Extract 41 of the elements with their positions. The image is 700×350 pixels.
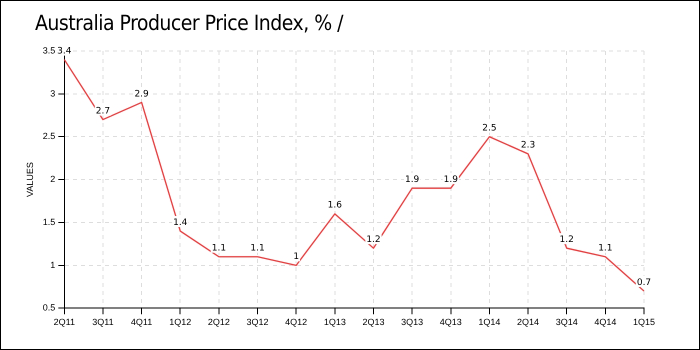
y-axis-title: VALUES bbox=[24, 162, 35, 198]
data-label: 2.9 bbox=[134, 89, 150, 100]
y-tick-label: 1 bbox=[50, 260, 56, 270]
data-label: 2.3 bbox=[520, 140, 536, 151]
x-tick-label: 3Q13 bbox=[401, 317, 424, 328]
x-tick-label: 4Q13 bbox=[440, 317, 462, 328]
data-label: 2.7 bbox=[96, 106, 110, 116]
x-tick-label: 1Q14 bbox=[478, 317, 500, 328]
x-tick-label: 3Q12 bbox=[246, 317, 269, 328]
x-tick-label: 1Q15 bbox=[632, 317, 656, 328]
data-label: 3.4 bbox=[57, 46, 72, 56]
x-tick-label: 4Q11 bbox=[130, 317, 152, 328]
x-tick-label: 1Q12 bbox=[169, 317, 192, 328]
data-label: 1.9 bbox=[404, 175, 420, 186]
data-label: 1 bbox=[293, 252, 300, 262]
data-label: 0.7 bbox=[636, 278, 652, 288]
x-tick-label: 4Q14 bbox=[594, 317, 616, 328]
data-label: 1.2 bbox=[366, 235, 381, 246]
x-tick-label: 2Q14 bbox=[517, 317, 540, 328]
data-label: 1.2 bbox=[560, 235, 574, 246]
y-tick-label: 2 bbox=[50, 174, 56, 184]
y-tick-label: 2.5 bbox=[42, 131, 56, 142]
x-tick-label: 3Q14 bbox=[556, 317, 578, 328]
x-tick-label: 4Q12 bbox=[285, 317, 308, 328]
chart-title: Australia Producer Price Index, % / bbox=[35, 11, 344, 35]
x-tick-label: 2Q11 bbox=[54, 317, 75, 328]
data-label: 1.9 bbox=[444, 175, 458, 186]
x-tick-label: 2Q13 bbox=[362, 317, 384, 328]
data-label: 1.1 bbox=[212, 244, 226, 254]
x-tick-label: 1Q13 bbox=[324, 317, 346, 328]
data-label: 1.1 bbox=[598, 244, 613, 254]
data-label: 1.1 bbox=[250, 244, 265, 254]
y-tick-label: 3 bbox=[50, 88, 56, 98]
y-tick-label: 3.5 bbox=[42, 45, 56, 56]
y-tick-label: 1.5 bbox=[42, 216, 56, 227]
x-tick-label: 2Q12 bbox=[208, 317, 230, 328]
data-label: 2.5 bbox=[482, 124, 497, 134]
data-label: 1.6 bbox=[328, 200, 342, 211]
x-tick-label: 3Q11 bbox=[92, 317, 114, 328]
y-tick-label: 0.5 bbox=[42, 302, 56, 313]
data-label: 1.4 bbox=[173, 218, 188, 228]
